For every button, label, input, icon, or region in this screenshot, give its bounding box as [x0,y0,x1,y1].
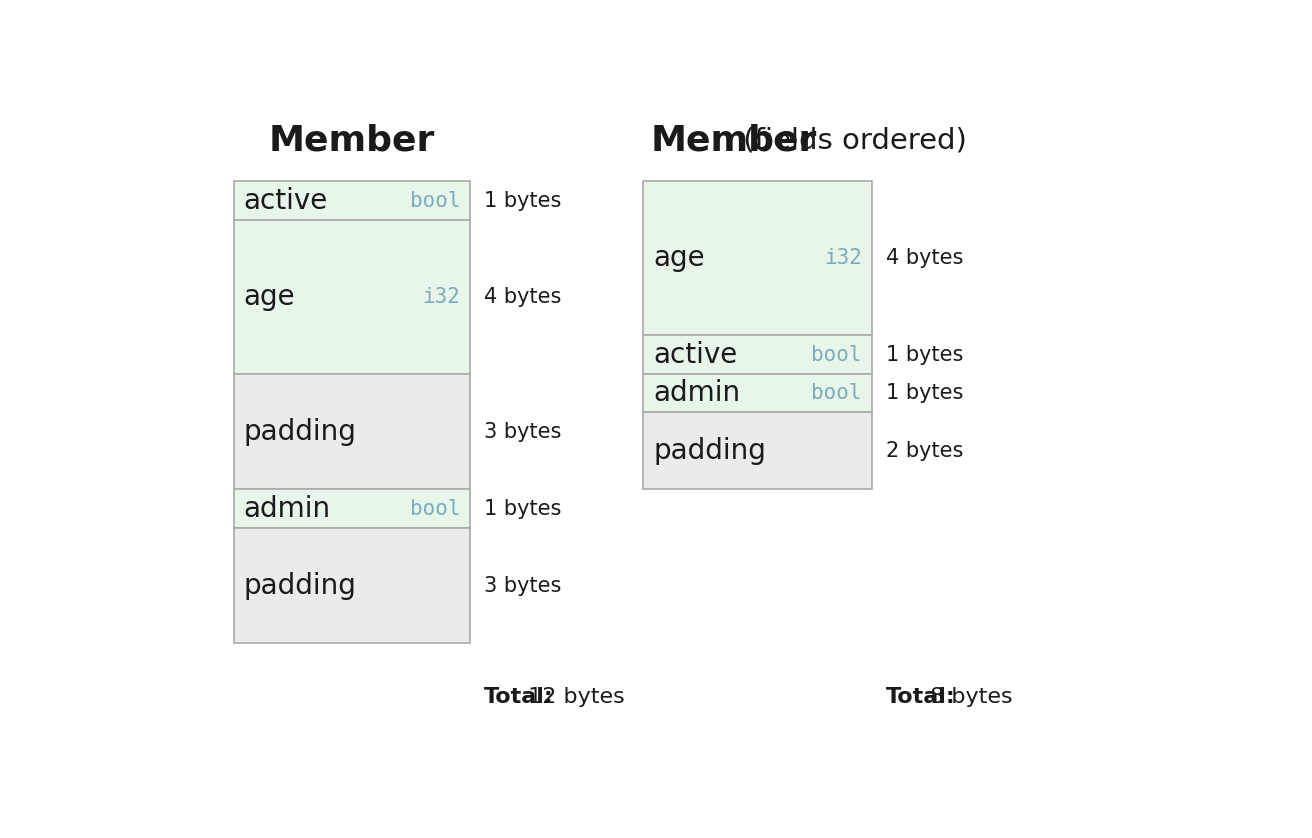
FancyBboxPatch shape [643,374,871,412]
Text: 8 bytes: 8 bytes [922,687,1013,707]
FancyBboxPatch shape [643,181,871,335]
FancyBboxPatch shape [234,489,470,528]
FancyBboxPatch shape [643,412,871,489]
Text: bool: bool [811,383,862,403]
Text: age: age [653,245,705,272]
Text: padding: padding [244,572,357,600]
Text: 3 bytes: 3 bytes [484,422,562,442]
Text: age: age [244,283,295,311]
FancyBboxPatch shape [643,335,871,374]
Text: admin: admin [653,379,740,407]
Text: i32: i32 [422,287,461,307]
Text: 4 bytes: 4 bytes [886,248,963,268]
Text: bool: bool [409,191,461,210]
Text: 1 bytes: 1 bytes [484,499,562,519]
Text: padding: padding [653,437,766,465]
FancyBboxPatch shape [234,220,470,374]
Text: 2 bytes: 2 bytes [886,441,963,461]
Text: Member: Member [651,123,817,158]
Text: admin: admin [244,494,331,523]
FancyBboxPatch shape [234,528,470,644]
Text: 1 bytes: 1 bytes [886,383,963,403]
Text: i32: i32 [824,248,862,268]
Text: 1 bytes: 1 bytes [886,344,963,365]
Text: padding: padding [244,417,357,446]
Text: 3 bytes: 3 bytes [484,576,562,596]
Text: Total:: Total: [484,687,554,707]
Text: Member: Member [269,123,436,158]
Text: 1 bytes: 1 bytes [484,191,562,210]
FancyBboxPatch shape [234,374,470,489]
Text: bool: bool [409,499,461,519]
Text: 12 bytes: 12 bytes [521,687,625,707]
Text: active: active [653,341,737,369]
Text: bool: bool [811,344,862,365]
FancyBboxPatch shape [234,181,470,220]
Text: 4 bytes: 4 bytes [484,287,562,307]
Text: active: active [244,187,328,215]
Text: Total:: Total: [886,687,955,707]
Text: (fields ordered): (fields ordered) [735,127,967,154]
